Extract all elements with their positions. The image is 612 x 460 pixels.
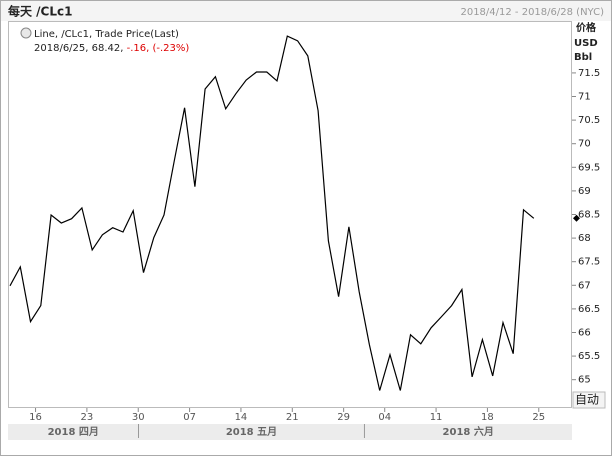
y-tick-label: 67.5	[578, 257, 600, 268]
y-tick-label: 67	[578, 280, 591, 291]
axis-mode[interactable]: 自动	[575, 393, 599, 407]
x-tick-label: 16	[29, 412, 42, 423]
y-tick-label: 70	[578, 139, 591, 150]
last-value-marker	[573, 214, 580, 222]
month-bar	[8, 424, 572, 440]
y-tick-label: 68.5	[578, 210, 600, 221]
y-tick-label: 68	[578, 233, 591, 244]
month-label: 2018 五月	[226, 426, 277, 438]
axis-header: 价格	[576, 21, 597, 34]
y-tick-label: 71.5	[578, 68, 600, 79]
y-tick-label: 66.5	[578, 304, 600, 315]
month-label: 2018 六月	[443, 425, 494, 438]
y-tick-label: 70.5	[578, 115, 600, 126]
x-tick-label: 04	[378, 412, 391, 423]
x-tick-label: 14	[235, 412, 248, 423]
legend-info: 2018/6/25, 68.42, -.16, (-.23%)	[34, 43, 189, 54]
axis-header: USD	[574, 38, 598, 49]
header-bar	[1, 1, 611, 21]
chart-title: 每天 /CLc1	[8, 4, 72, 19]
x-tick-label: 25	[532, 412, 545, 423]
axis-mode-button[interactable]	[572, 391, 606, 409]
x-tick-label: 29	[337, 412, 350, 423]
y-tick-label: 69	[578, 186, 591, 197]
y-tick-label: 65.5	[578, 351, 600, 362]
month-label: 2018 四月	[48, 426, 99, 438]
legend-icon[interactable]	[20, 27, 32, 39]
plot-area	[8, 21, 572, 408]
x-tick-label: 11	[430, 412, 443, 423]
x-tick-label: 30	[132, 412, 145, 423]
y-tick-label: 65	[578, 375, 591, 386]
x-tick-label: 18	[481, 412, 494, 423]
legend-info-plain: 2018/6/25, 68.42,	[34, 43, 127, 54]
axis-header: Bbl	[574, 52, 592, 63]
price-line	[9, 35, 535, 391]
y-tick-label: 69.5	[578, 162, 600, 173]
legend-info-change: -.16, (-.23%)	[127, 43, 190, 54]
x-tick-label: 23	[81, 412, 94, 423]
x-tick-label: 21	[286, 412, 299, 423]
date-range: 2018/4/12 - 2018/6/28 (NYC)	[460, 7, 604, 18]
y-tick-label: 66	[578, 327, 591, 338]
x-tick-label: 07	[183, 412, 196, 423]
y-tick-label: 71	[578, 92, 591, 103]
legend-series: Line, /CLc1, Trade Price(Last)	[34, 29, 179, 40]
